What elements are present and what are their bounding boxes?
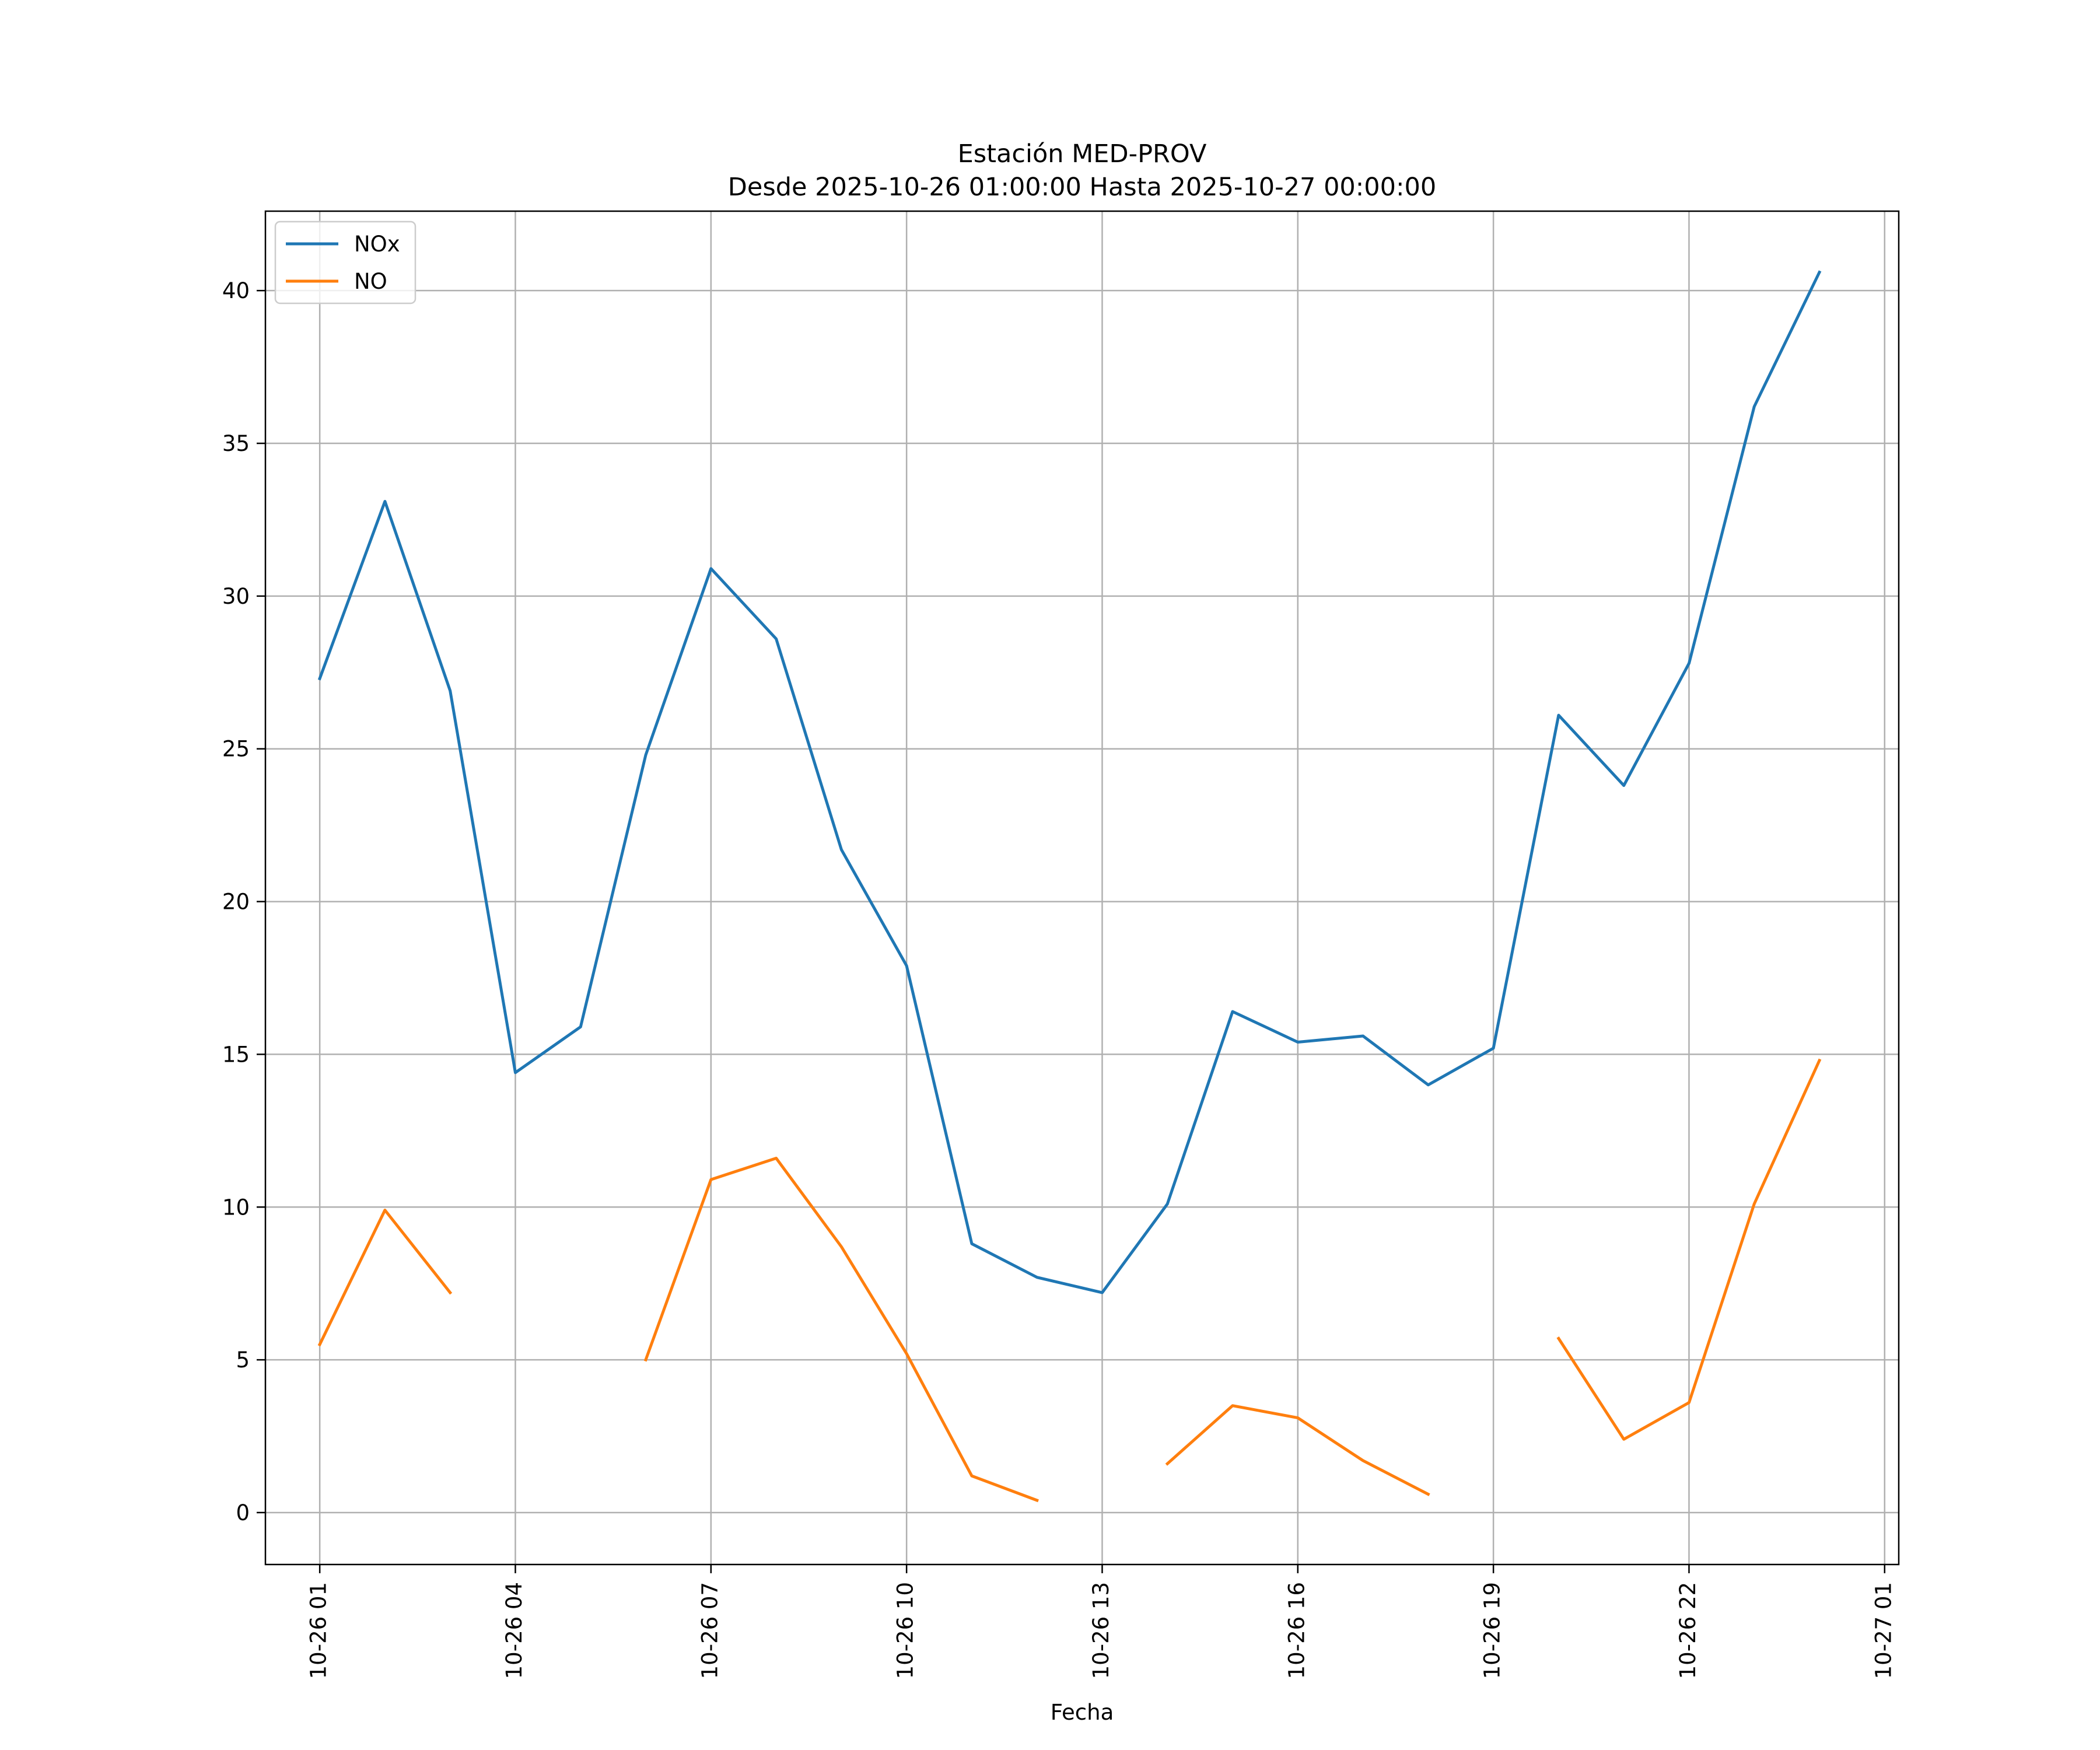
y-tick-label: 30	[222, 584, 250, 609]
series-lines	[317, 270, 1822, 1503]
series-line-no	[317, 1058, 1822, 1503]
x-tick-label: 10-26 22	[1675, 1582, 1700, 1679]
series-line-nox	[317, 270, 1822, 1294]
legend-label-no: NO	[354, 269, 387, 294]
x-tick-label: 10-26 01	[306, 1582, 331, 1679]
x-tick-label: 10-26 19	[1480, 1582, 1505, 1679]
legend-label-nox: NOx	[354, 232, 400, 257]
y-tick-label: 0	[236, 1500, 250, 1525]
y-tick-label: 5	[236, 1348, 250, 1373]
y-axis-ticks: 0 5 10 15 20 25 30 35 40	[222, 278, 265, 1525]
y-tick-label: 10	[222, 1195, 250, 1220]
legend: NOx NO	[274, 220, 416, 304]
y-tick-label: 15	[222, 1042, 250, 1067]
legend-box	[274, 220, 416, 304]
chart-subtitle: Desde 2025-10-26 01:00:00 Hasta 2025-10-…	[728, 173, 1436, 202]
y-tick-label: 20	[222, 890, 250, 915]
x-axis-label: Fecha	[1051, 1700, 1114, 1725]
y-tick-label: 40	[222, 278, 250, 303]
plot-frame	[264, 210, 1900, 1566]
x-tick-label: 10-26 04	[502, 1582, 527, 1679]
x-tick-label: 10-26 07	[697, 1582, 722, 1679]
x-tick-label: 10-26 13	[1088, 1582, 1114, 1679]
x-tick-label: 10-26 10	[893, 1582, 918, 1679]
grid	[265, 211, 1899, 1564]
y-tick-label: 35	[222, 431, 250, 456]
x-tick-label: 10-26 16	[1284, 1582, 1309, 1679]
x-tick-label: 10-27 01	[1871, 1582, 1896, 1679]
chart-title: Estación MED-PROV	[958, 139, 1207, 169]
x-axis-ticks: 10-26 01 10-26 04 10-26 07 10-26 10 10-26 13…	[306, 1564, 1896, 1679]
y-tick-label: 25	[222, 737, 250, 762]
